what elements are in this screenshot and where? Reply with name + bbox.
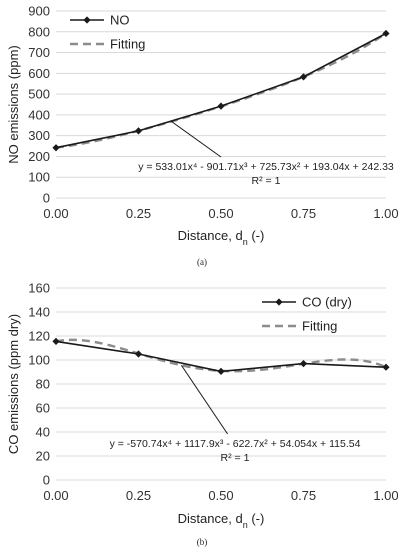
- x-tick-label: 0.50: [208, 206, 233, 221]
- y-axis-label: NO emissions (ppm): [6, 45, 21, 163]
- x-tick-label: 0.75: [291, 206, 316, 221]
- fitting-curve: [55, 338, 387, 373]
- y-tick-label: 80: [36, 377, 50, 392]
- panel-caption: (a): [197, 257, 207, 267]
- equation-pointer-line: [180, 364, 229, 435]
- legend-marker-data: [275, 298, 283, 306]
- y-tick-label: 0: [43, 191, 50, 206]
- y-tick-label: 40: [36, 425, 50, 440]
- y-tick-label: 900: [28, 4, 50, 19]
- r-squared: R² = 1: [221, 452, 250, 464]
- x-tick-label: 0.00: [43, 488, 68, 503]
- chart-b-co-emissions: 0 20 40 60 80 100 120 140 160 0.00 0.25 0.50 0.75 1.0…: [6, 281, 399, 548]
- data-point-marker: [134, 350, 143, 358]
- data-point-marker: [382, 29, 390, 38]
- y-tick-label: 120: [28, 329, 50, 344]
- y-tick-label: 100: [28, 170, 50, 185]
- x-tick-label: 0.25: [126, 488, 151, 503]
- x-tick-label: 1.00: [373, 488, 398, 503]
- legend-marker-data: [83, 16, 91, 24]
- data-series-line: [55, 340, 387, 373]
- y-axis-label: CO emissions (ppm dry): [6, 314, 21, 454]
- data-point-marker: [134, 127, 143, 135]
- y-tick-label: 100: [28, 353, 50, 368]
- x-tick-label: 0.50: [208, 488, 233, 503]
- legend-label-data: CO (dry): [302, 295, 352, 310]
- data-point-marker: [299, 73, 308, 81]
- r-squared: R² = 1: [252, 175, 281, 187]
- data-point-marker: [382, 363, 390, 371]
- data-series-line: [55, 32, 387, 149]
- y-tick-label: 60: [36, 401, 50, 416]
- data-point-marker: [217, 102, 225, 110]
- x-axis-label: Distance, dn (-): [178, 228, 265, 247]
- legend-label-fitting: Fitting: [110, 37, 145, 52]
- y-tick-label: 200: [28, 149, 50, 164]
- y-tick-label: 600: [28, 66, 50, 81]
- y-tick-label: 160: [28, 281, 50, 296]
- y-tick-label: 800: [28, 24, 50, 39]
- data-point-marker: [52, 337, 60, 345]
- y-tick-label: 140: [28, 305, 50, 320]
- chart-a-no-emissions: 0 100 200 300 400 500 600 700 800 900 0.00 0.25 0.50…: [6, 4, 399, 268]
- y-tick-label: 0: [43, 473, 50, 488]
- x-tick-label: 0.75: [291, 488, 316, 503]
- data-point-marker: [217, 367, 225, 375]
- fit-equation: y = -570.74x⁴ + 1117.9x³ - 622.7x² + 54.…: [110, 438, 361, 450]
- fit-equation: y = 533.01x⁴ - 901.71x³ + 725.73x² + 193…: [138, 161, 394, 173]
- legend-label-fitting: Fitting: [302, 319, 337, 334]
- data-point-marker: [52, 144, 60, 152]
- x-tick-label: 1.00: [373, 206, 398, 221]
- y-tick-label: 300: [28, 128, 50, 143]
- legend-label-data: NO: [110, 13, 130, 28]
- x-tick-label: 0.00: [43, 206, 68, 221]
- y-tick-label: 20: [36, 449, 50, 464]
- equation-pointer-line: [171, 121, 222, 158]
- y-tick-label: 700: [28, 45, 50, 60]
- fitting-curve: [55, 32, 387, 149]
- x-axis-label: Distance, dn (-): [178, 511, 265, 530]
- y-tick-label: 500: [28, 87, 50, 102]
- data-point-marker: [299, 360, 308, 368]
- panel-caption: (b): [197, 537, 208, 547]
- x-tick-label: 0.25: [126, 206, 151, 221]
- y-tick-label: 400: [28, 107, 50, 122]
